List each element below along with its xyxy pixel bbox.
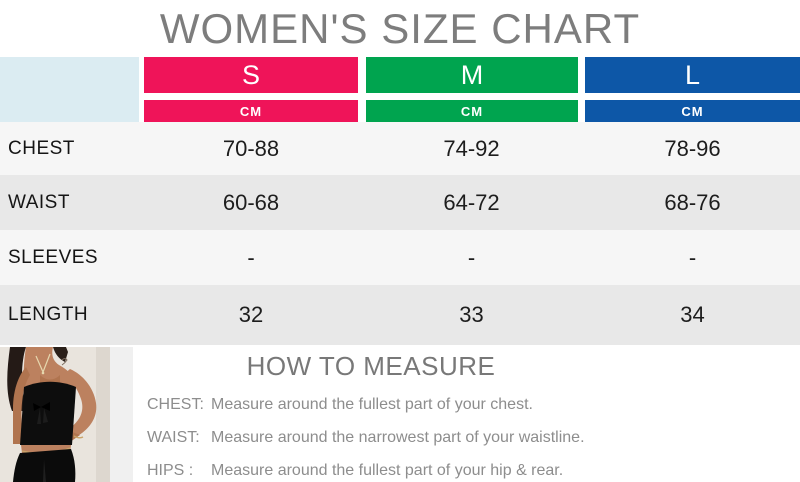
measure-item-label: HIPS : bbox=[147, 462, 194, 479]
size-table-body: CHEST 70-88 74-92 78-96 WAIST 60-68 64-7… bbox=[0, 122, 800, 345]
model-photo bbox=[0, 345, 133, 482]
measure-item-text: Measure around the fullest part of your … bbox=[211, 396, 533, 413]
table-row-chest: CHEST 70-88 74-92 78-96 bbox=[0, 122, 800, 175]
measure-item-hips: HIPS : Measure around the fullest part of… bbox=[147, 461, 595, 481]
cell-chest-s: 70-88 bbox=[222, 135, 280, 161]
unit-cell-l: CM bbox=[585, 100, 800, 122]
row-label: LENGTH bbox=[8, 304, 89, 325]
cell-sleeves-l: - bbox=[688, 244, 697, 270]
corner-cell bbox=[0, 57, 139, 122]
table-row-waist: WAIST 60-68 64-72 68-76 bbox=[0, 175, 800, 230]
row-label: SLEEVES bbox=[8, 246, 99, 268]
size-header-s: S bbox=[144, 57, 358, 93]
title-bar: WOMEN'S SIZE CHART bbox=[0, 0, 800, 57]
unit-cell-s: CM bbox=[144, 100, 358, 122]
cell-waist-l: 68-76 bbox=[664, 189, 721, 215]
cell-waist-m: 64-72 bbox=[443, 189, 500, 215]
unit-cell-m: CM bbox=[366, 100, 578, 122]
how-to-measure-heading: HOW TO MEASURE bbox=[246, 351, 496, 381]
cell-sleeves-m: - bbox=[467, 244, 476, 270]
measure-item-text: Measure around the narrowest part of you… bbox=[211, 429, 585, 446]
measure-item-text: Measure around the fullest part of your … bbox=[211, 462, 564, 479]
measure-item-chest: CHEST: Measure around the fullest part of… bbox=[147, 395, 595, 415]
how-to-measure-section: HOW TO MEASURE CHEST: Measure around the … bbox=[133, 345, 800, 482]
table-row-length: LENGTH 32 33 34 bbox=[0, 285, 800, 345]
bottom-section: HOW TO MEASURE CHEST: Measure around the … bbox=[0, 345, 800, 482]
measure-item-label: CHEST: bbox=[147, 396, 204, 413]
row-label: WAIST bbox=[8, 191, 70, 213]
cell-sleeves-s: - bbox=[247, 244, 255, 270]
table-row-sleeves: SLEEVES - - - bbox=[0, 230, 800, 285]
cell-length-l: 34 bbox=[680, 302, 705, 327]
cell-chest-l: 78-96 bbox=[664, 135, 721, 161]
size-header-l: L bbox=[585, 57, 800, 93]
cell-chest-m: 74-92 bbox=[443, 135, 500, 161]
model-photo-illustration bbox=[0, 347, 110, 482]
how-to-measure-inner: HOW TO MEASURE CHEST: Measure around the … bbox=[147, 351, 595, 481]
size-header-m: M bbox=[366, 57, 578, 93]
cell-length-s: 32 bbox=[238, 302, 264, 327]
page-title: WOMEN'S SIZE CHART bbox=[159, 4, 641, 52]
cell-waist-s: 60-68 bbox=[222, 189, 280, 215]
photo-side-strip bbox=[110, 347, 133, 482]
measure-item-label: WAIST: bbox=[147, 429, 200, 446]
cell-length-m: 33 bbox=[459, 302, 484, 327]
size-table-header: S M L CM CM CM bbox=[0, 57, 800, 122]
row-label: CHEST bbox=[8, 137, 75, 159]
measure-item-waist: WAIST: Measure around the narrowest part … bbox=[147, 428, 595, 448]
